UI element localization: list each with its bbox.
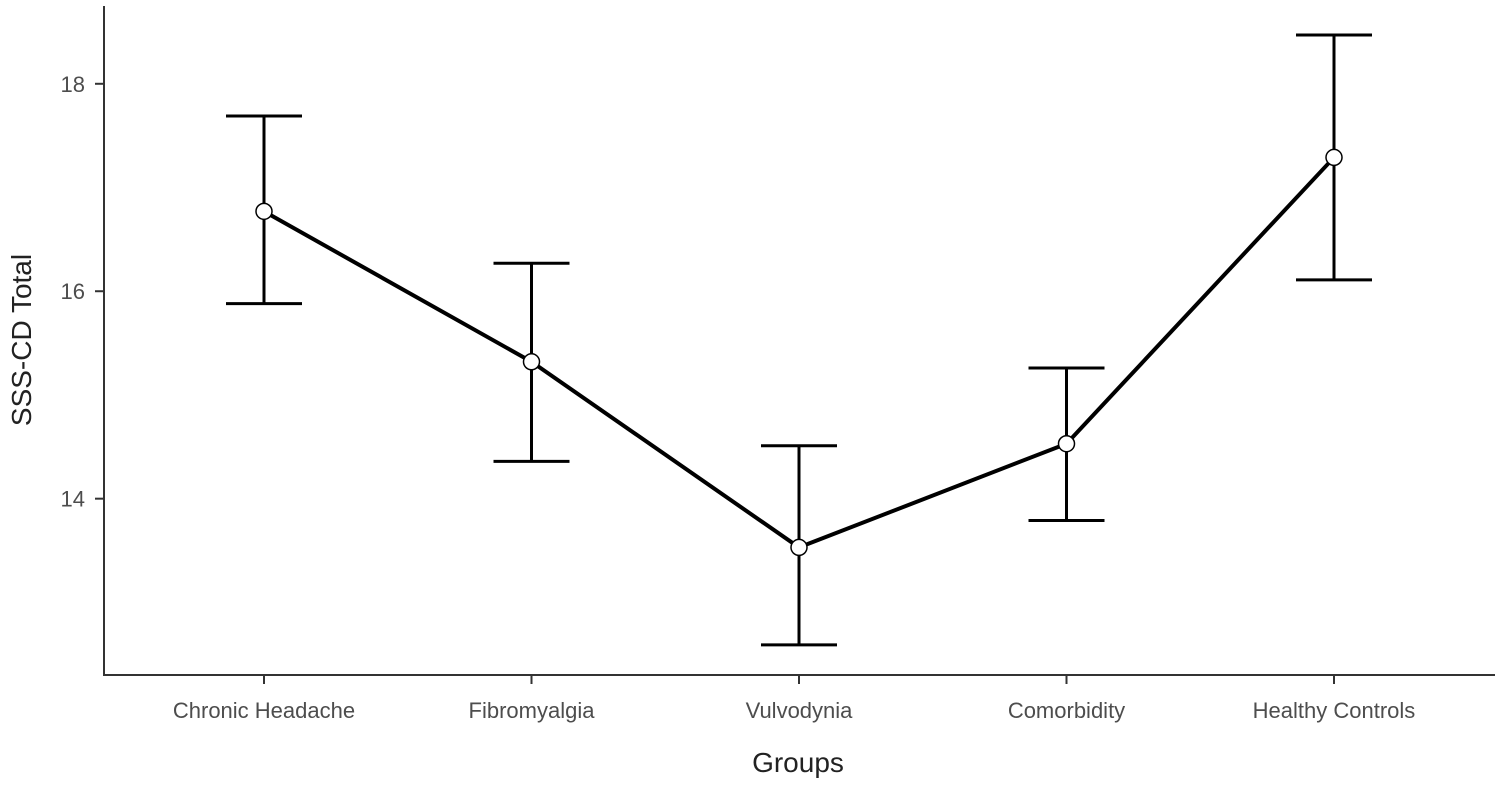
x-tick-label: Vulvodynia [746,698,854,723]
y-tick-label: 14 [61,487,85,512]
y-axis-title: SSS-CD Total [6,254,37,426]
x-tick-label: Chronic Headache [173,698,355,723]
y-tick-label: 18 [61,72,85,97]
x-axis-title: Groups [752,747,844,778]
data-point [1325,148,1343,167]
x-ticks: Chronic Headache Fibromyalgia Vulvodynia Co… [173,675,1415,723]
data-point [790,538,808,557]
y-ticks: 14 16 18 [61,72,104,512]
x-tick-label: Healthy Controls [1253,698,1416,723]
y-tick-label: 16 [61,279,85,304]
data-point [255,202,273,221]
x-tick-label: Comorbidity [1008,698,1125,723]
x-tick-label: Fibromyalgia [469,698,596,723]
data-points [255,148,1343,557]
data-point [522,353,541,371]
data-point [1057,434,1076,453]
